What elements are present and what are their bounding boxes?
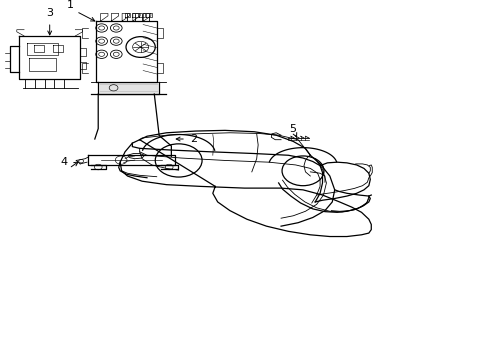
Text: 1: 1 [67,0,74,10]
Text: 4: 4 [61,157,67,167]
Text: 2: 2 [189,134,197,144]
Text: 5: 5 [288,124,295,134]
Text: 3: 3 [46,8,53,18]
